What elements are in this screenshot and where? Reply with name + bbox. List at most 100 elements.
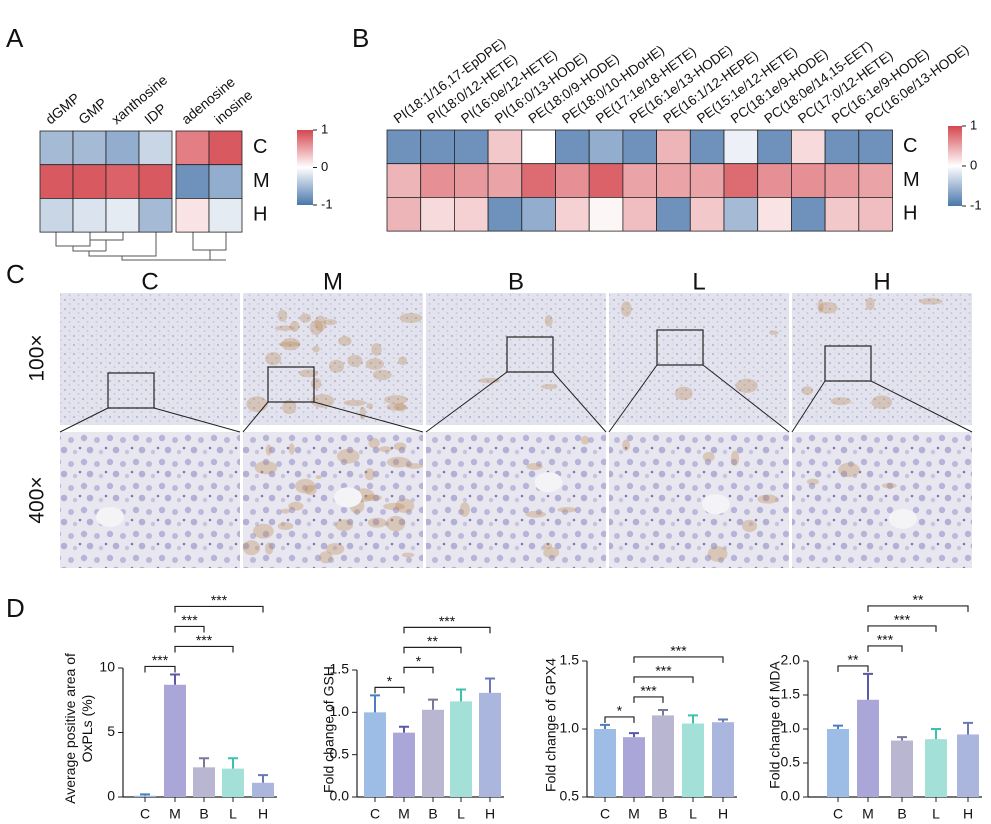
error-bar — [931, 728, 941, 740]
significance-label: *** — [894, 612, 911, 628]
stain — [526, 463, 543, 471]
stain — [277, 522, 294, 531]
stain — [299, 313, 312, 323]
error-bar — [199, 757, 209, 768]
heat-cell — [72, 130, 107, 166]
bar — [134, 795, 156, 797]
heat-cell — [757, 129, 792, 165]
bar — [222, 768, 244, 797]
stain — [309, 320, 323, 336]
heat-cell — [555, 163, 590, 198]
zoom-box — [267, 366, 315, 403]
colorbar — [297, 130, 313, 205]
significance-bracket — [403, 646, 462, 654]
error-bar — [485, 677, 495, 693]
bar — [857, 699, 879, 797]
heat-cell — [175, 197, 210, 233]
stain — [393, 442, 407, 451]
heat-cell — [689, 196, 725, 232]
y-axis-label: Fold change of MDA — [767, 661, 783, 789]
vessel — [888, 508, 917, 529]
heat-cell — [72, 164, 107, 199]
error-bar — [963, 721, 973, 735]
y-tick-label: 5 — [107, 723, 115, 739]
colorbar — [948, 126, 962, 206]
heat-cell — [208, 164, 243, 199]
y-tick-label: 1.0 — [560, 720, 580, 736]
stain — [315, 475, 322, 480]
heat-cell — [824, 129, 860, 165]
y-tick-label: 1.5 — [781, 686, 801, 702]
heat-cell — [858, 129, 893, 165]
significance-bracket — [867, 645, 903, 652]
heat-cell — [689, 163, 725, 198]
significance-bracket — [633, 656, 724, 663]
y-axis-label: Fold change of GSH — [321, 666, 337, 793]
stain — [365, 358, 384, 370]
y-tick-label: 1.0 — [781, 720, 801, 736]
stain — [741, 519, 758, 533]
y-tick-label: 1.5 — [560, 652, 580, 668]
significance-bracket — [174, 645, 234, 653]
stain — [838, 462, 860, 478]
significance-bracket — [633, 676, 694, 683]
vessel — [534, 472, 563, 493]
bar — [422, 709, 444, 797]
row-label: C — [253, 136, 267, 158]
error-bar — [658, 708, 668, 716]
heat-cell — [824, 163, 860, 198]
stain — [242, 540, 261, 556]
stain — [246, 396, 268, 413]
significance-label: *** — [211, 592, 228, 608]
x-tick-label: C — [370, 806, 380, 822]
stain — [543, 542, 553, 550]
x-tick-label: M — [628, 806, 640, 822]
stain — [254, 460, 278, 475]
stain — [865, 297, 875, 311]
zoom-line — [608, 364, 658, 433]
stain — [367, 517, 387, 528]
heat-cell — [386, 196, 422, 232]
stain — [274, 325, 296, 331]
heat-cell — [208, 197, 243, 233]
heat-cell — [138, 164, 173, 199]
heat-cell — [487, 163, 523, 198]
error-bar — [456, 688, 466, 702]
stain — [372, 369, 392, 381]
zoom-line — [153, 407, 241, 433]
bar — [827, 729, 849, 797]
y-axis-label: Average positive area of — [62, 653, 78, 804]
stain — [384, 395, 408, 405]
stain — [401, 552, 415, 558]
stain — [371, 343, 382, 356]
zoom-box — [107, 372, 155, 409]
stain — [818, 301, 838, 314]
stain — [364, 468, 375, 481]
micrograph-400x — [609, 432, 789, 568]
stain — [674, 386, 693, 401]
bar — [364, 712, 386, 797]
heat-cell — [521, 129, 556, 165]
panel-label: A — [6, 23, 24, 53]
stain — [336, 448, 360, 464]
stain — [304, 484, 317, 496]
heat-cell — [487, 129, 523, 165]
micrograph-400x — [60, 432, 240, 568]
bar — [393, 732, 415, 797]
stain — [405, 463, 424, 469]
column-label: dGMP — [42, 90, 83, 128]
row-label: M — [253, 170, 270, 192]
heat-cell — [791, 163, 826, 198]
zoom-line — [425, 371, 508, 433]
heat-cell — [791, 129, 826, 165]
stain — [280, 508, 290, 514]
heat-cell — [208, 130, 243, 166]
stain — [386, 403, 407, 411]
heat-cell — [555, 129, 590, 165]
zoom-line — [313, 401, 424, 433]
stain — [310, 378, 322, 390]
micrograph-100x — [792, 293, 972, 425]
colorbar-tick-label: -1 — [321, 196, 333, 211]
